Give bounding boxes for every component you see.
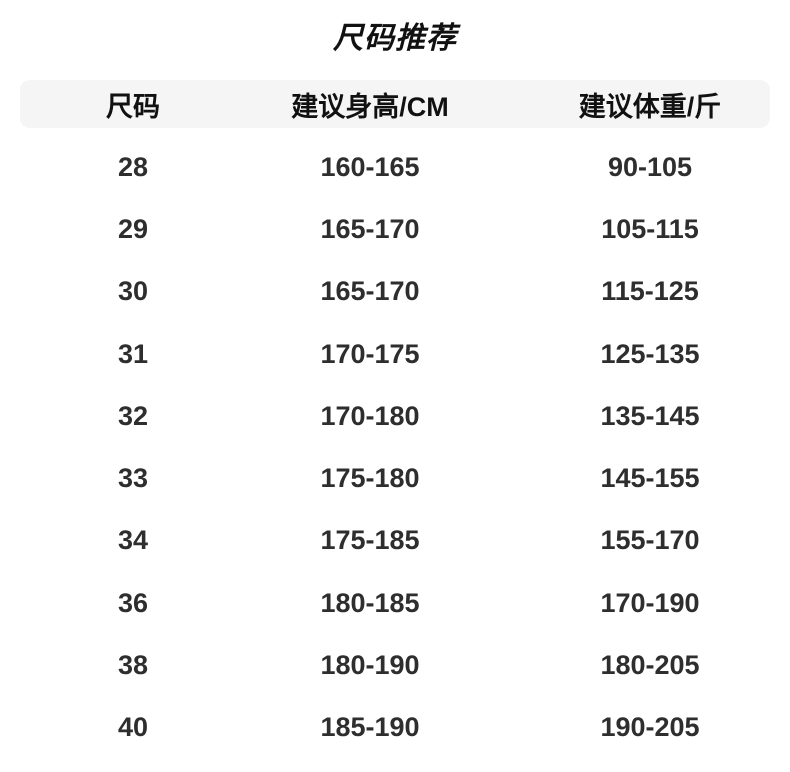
column-header-size: 尺码 — [106, 91, 160, 122]
size-cell: 29 — [117, 213, 149, 244]
table-row: 29 165-170 105-115 — [20, 198, 770, 260]
weight-cell: 125-135 — [600, 338, 700, 369]
table-row: 38 180-190 180-205 — [20, 634, 770, 696]
weight-cell: 115-125 — [601, 276, 699, 307]
weight-cell: 190-205 — [600, 712, 700, 743]
height-cell: 160-165 — [320, 151, 420, 182]
table-row: 31 170-175 125-135 — [20, 323, 770, 385]
table-row: 33 175-180 145-155 — [20, 447, 770, 509]
size-cell: 34 — [117, 525, 149, 556]
table-row: 28 160-165 90-105 — [20, 136, 770, 198]
height-cell: 185-190 — [320, 712, 420, 743]
table-row: 30 165-170 115-125 — [20, 261, 770, 323]
weight-cell: 105-115 — [601, 213, 699, 244]
height-cell: 165-170 — [320, 213, 420, 244]
table-row: 32 170-180 135-145 — [20, 385, 770, 447]
weight-cell: 180-205 — [600, 650, 700, 681]
weight-cell: 135-145 — [600, 400, 700, 431]
height-cell: 170-175 — [320, 338, 420, 369]
page-title: 尺码推荐 — [333, 22, 457, 55]
height-cell: 170-180 — [320, 400, 420, 431]
weight-cell: 145-155 — [600, 463, 700, 494]
height-cell: 175-185 — [320, 525, 420, 556]
size-cell: 36 — [117, 587, 149, 618]
size-cell: 38 — [117, 650, 149, 681]
size-cell: 33 — [117, 463, 149, 494]
weight-cell: 90-105 — [607, 151, 693, 182]
table-row: 36 180-185 170-190 — [20, 572, 770, 634]
size-cell: 30 — [117, 276, 149, 307]
table-header: 尺码 建议身高/CM 建议体重/斤 — [20, 80, 770, 128]
size-cell: 28 — [117, 151, 149, 182]
column-header-weight: 建议体重/斤 — [578, 91, 722, 122]
column-header-height: 建议身高/CM — [291, 91, 449, 122]
size-cell: 40 — [117, 712, 149, 743]
height-cell: 175-180 — [320, 463, 420, 494]
table-row: 34 175-185 155-170 — [20, 510, 770, 572]
table-body: 28 160-165 90-105 29 165-170 105-115 30 165-170… — [20, 136, 770, 759]
size-cell: 31 — [117, 338, 149, 369]
weight-cell: 170-190 — [600, 587, 700, 618]
table-row: 40 185-190 190-205 — [20, 697, 770, 759]
height-cell: 180-190 — [320, 650, 420, 681]
height-cell: 165-170 — [320, 276, 420, 307]
weight-cell: 155-170 — [600, 525, 700, 556]
size-cell: 32 — [117, 400, 149, 431]
height-cell: 180-185 — [320, 587, 420, 618]
